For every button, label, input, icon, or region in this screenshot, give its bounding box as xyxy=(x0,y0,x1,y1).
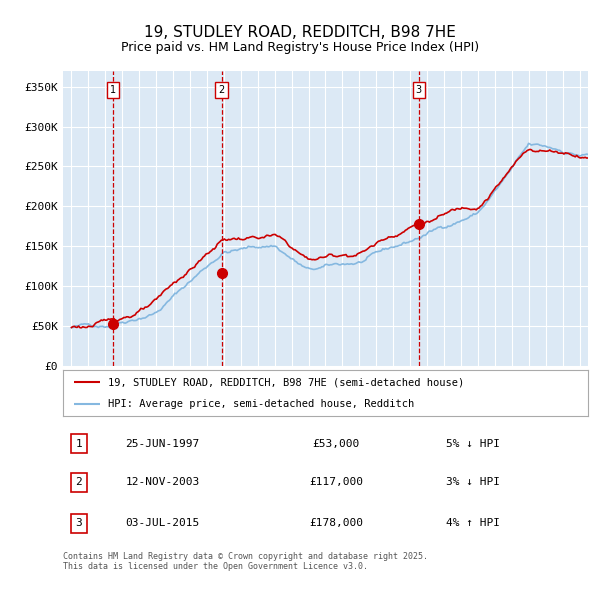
Text: 12-NOV-2003: 12-NOV-2003 xyxy=(125,477,200,487)
Text: £178,000: £178,000 xyxy=(309,519,363,529)
Text: Contains HM Land Registry data © Crown copyright and database right 2025.
This d: Contains HM Land Registry data © Crown c… xyxy=(63,552,428,571)
Text: HPI: Average price, semi-detached house, Redditch: HPI: Average price, semi-detached house,… xyxy=(107,398,414,408)
Text: 5% ↓ HPI: 5% ↓ HPI xyxy=(445,438,499,448)
Text: £53,000: £53,000 xyxy=(313,438,359,448)
Text: 3: 3 xyxy=(416,85,422,95)
Text: 1: 1 xyxy=(110,85,116,95)
Text: £117,000: £117,000 xyxy=(309,477,363,487)
Text: 19, STUDLEY ROAD, REDDITCH, B98 7HE (semi-detached house): 19, STUDLEY ROAD, REDDITCH, B98 7HE (sem… xyxy=(107,378,464,388)
Text: 2: 2 xyxy=(76,477,82,487)
Text: 1: 1 xyxy=(76,438,82,448)
Text: 03-JUL-2015: 03-JUL-2015 xyxy=(125,519,200,529)
Text: 2: 2 xyxy=(218,85,224,95)
Text: Price paid vs. HM Land Registry's House Price Index (HPI): Price paid vs. HM Land Registry's House … xyxy=(121,41,479,54)
Text: 3: 3 xyxy=(76,519,82,529)
Text: 3% ↓ HPI: 3% ↓ HPI xyxy=(445,477,499,487)
Text: 25-JUN-1997: 25-JUN-1997 xyxy=(125,438,200,448)
Text: 4% ↑ HPI: 4% ↑ HPI xyxy=(445,519,499,529)
Text: 19, STUDLEY ROAD, REDDITCH, B98 7HE: 19, STUDLEY ROAD, REDDITCH, B98 7HE xyxy=(144,25,456,40)
